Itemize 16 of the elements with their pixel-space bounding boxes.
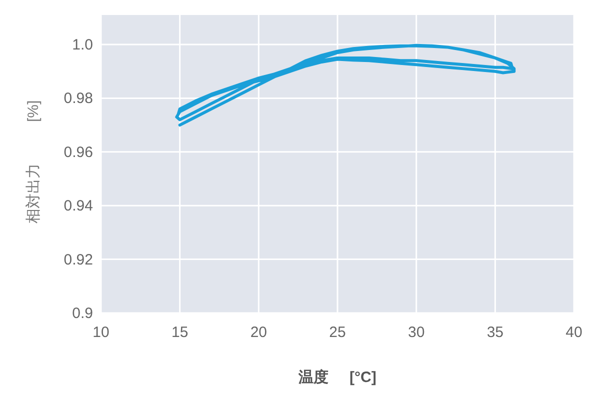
- y-axis-title: 相対出力 [%]: [25, 100, 42, 224]
- x-tick-label: 35: [486, 324, 504, 341]
- x-axis-title: 温度 [°C]: [298, 368, 376, 386]
- y-tick-label: 0.9: [72, 305, 93, 322]
- y-tick-label: 0.94: [64, 198, 93, 215]
- y-tick-label: 1.0: [72, 36, 93, 54]
- x-tick-label: 25: [329, 324, 346, 341]
- x-tick-label: 10: [92, 324, 110, 341]
- y-tick-label: 0.96: [64, 144, 93, 161]
- y-tick-label: 0.98: [64, 90, 93, 108]
- x-tick-label: 20: [250, 324, 268, 341]
- y-tick-label: 0.92: [64, 251, 93, 268]
- line-series: [175, 44, 516, 127]
- x-tick-label: 40: [566, 324, 582, 341]
- x-tick-label: 15: [171, 324, 188, 341]
- x-tick-label: 30: [408, 324, 425, 341]
